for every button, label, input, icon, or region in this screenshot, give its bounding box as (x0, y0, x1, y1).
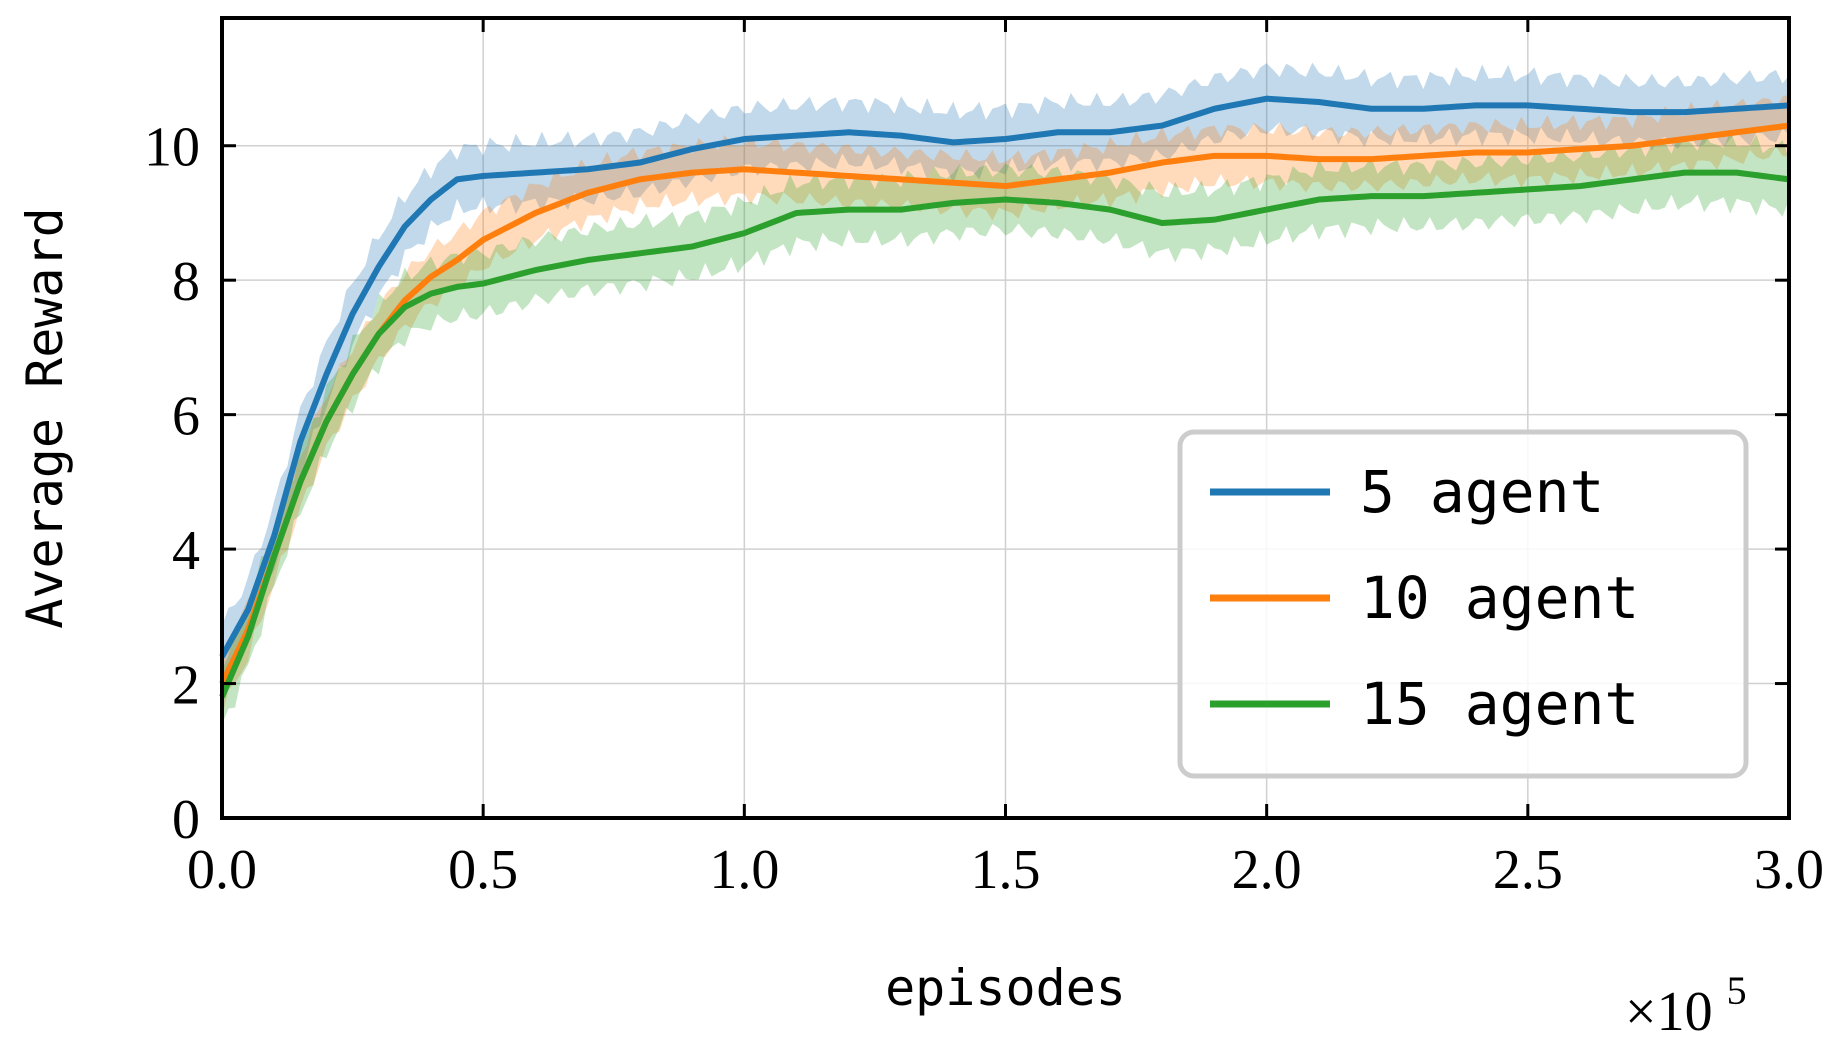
x-tick-labels: 0.0 0.5 1.0 1.5 2.0 2.5 3.0 (187, 839, 1824, 901)
grid-lines (222, 18, 1789, 818)
legend-label: 15 agent (1360, 670, 1639, 738)
x-tick-label: 1.5 (971, 839, 1041, 901)
x-tick-label: 0.0 (187, 839, 257, 901)
x-tick-label: 1.0 (709, 839, 779, 901)
series-line (219, 95, 1790, 659)
legend-label: 5 agent (1360, 458, 1604, 526)
x-tick-label: 2.0 (1232, 839, 1302, 901)
y-tick-labels: 0 2 4 6 8 10 (144, 117, 200, 851)
y-axis-label: Average Reward (16, 207, 74, 628)
y-tick-label: 6 (172, 386, 200, 448)
y-tick-label: 4 (172, 520, 200, 582)
y-tick-label: 10 (144, 117, 200, 179)
series-band (222, 131, 1789, 725)
x-axis-label: episodes (885, 959, 1126, 1017)
axis-ticks (220, 18, 1791, 820)
x-axis-multiplier-base: ×10 (1625, 981, 1713, 1039)
x-tick-label: 3.0 (1754, 839, 1824, 901)
confidence-bands (222, 62, 1789, 725)
series-lines (219, 95, 1790, 699)
legend-label: 10 agent (1360, 564, 1639, 632)
x-axis-multiplier-exponent: 5 (1727, 968, 1747, 1013)
x-tick-label: 2.5 (1493, 839, 1563, 901)
x-axis-multiplier: ×10 5 (1625, 968, 1747, 1039)
legend: 5 agent 10 agent 15 agent (1177, 429, 1749, 779)
legend-box (1177, 429, 1749, 779)
x-tick-label: 0.5 (448, 839, 518, 901)
series-band (222, 94, 1789, 719)
series-line (219, 122, 1790, 685)
series-line (219, 169, 1790, 699)
y-tick-label: 0 (172, 789, 200, 851)
y-tick-label: 8 (172, 251, 200, 313)
series-band (222, 62, 1789, 687)
y-tick-label: 2 (172, 655, 200, 717)
